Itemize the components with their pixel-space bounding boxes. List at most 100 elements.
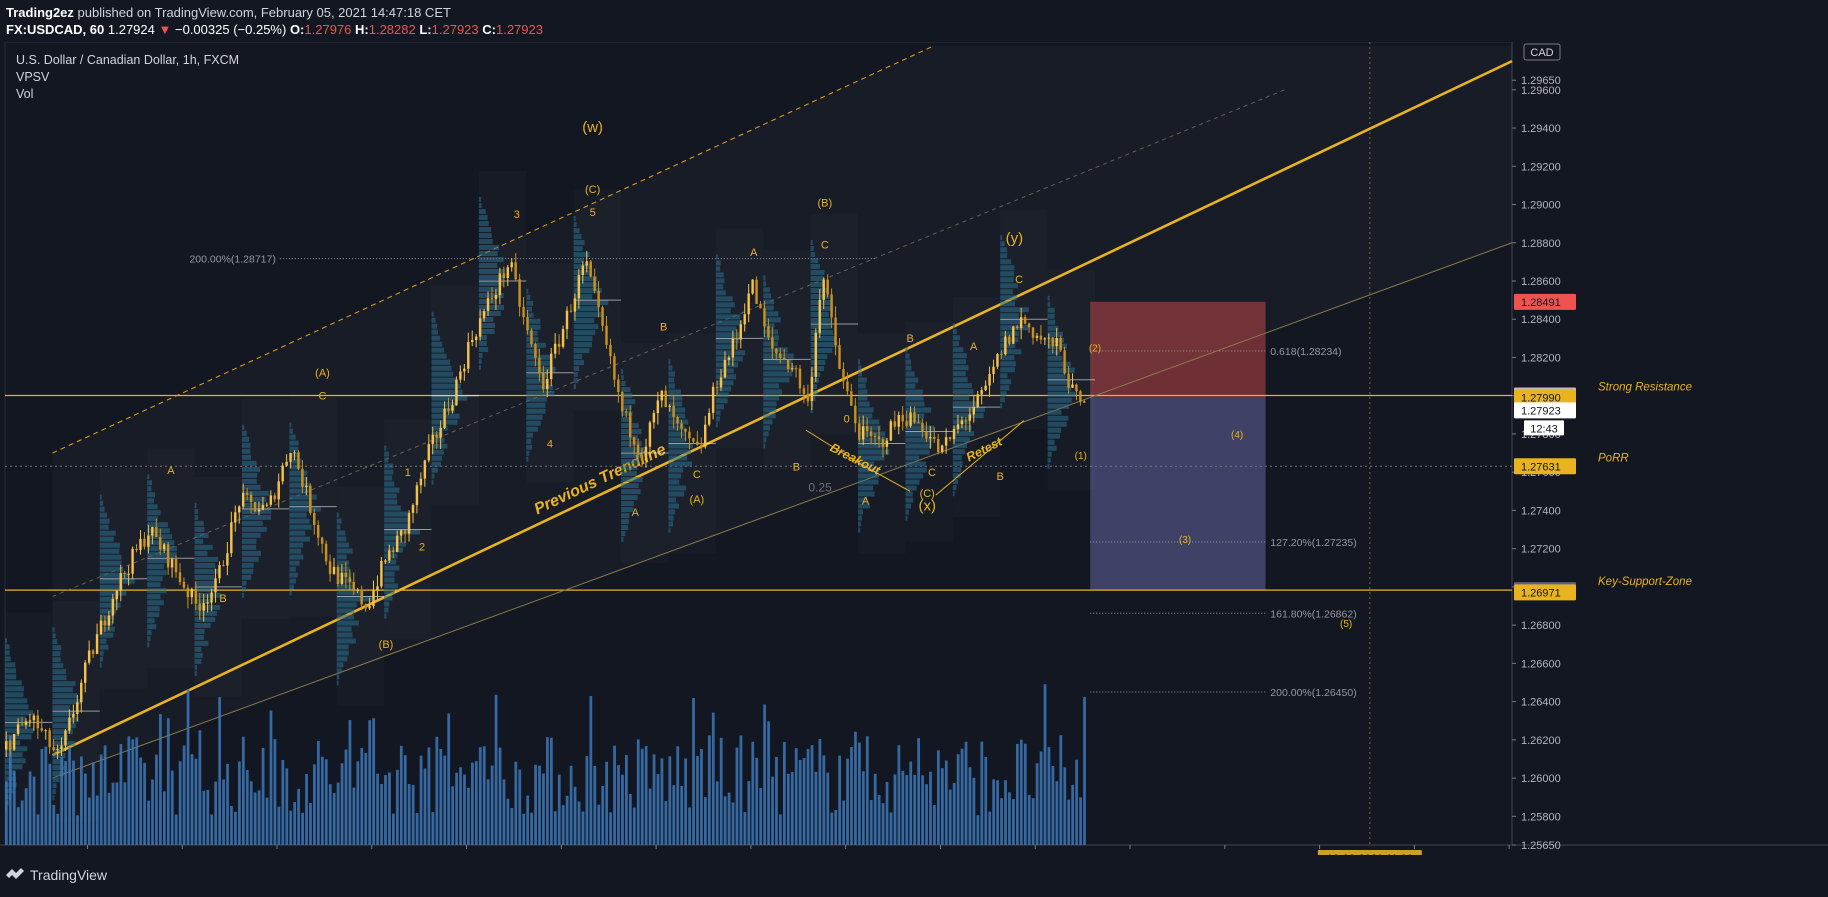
vp-bar [810, 258, 819, 264]
vp-bar [478, 280, 505, 286]
candle-body [573, 298, 577, 312]
price-chart[interactable]: Strong ResistancePoRRKey-Support-Zone200… [0, 42, 1828, 855]
vp-bar [5, 674, 17, 680]
volume-bar [549, 737, 553, 845]
vp-bar [384, 613, 387, 619]
volume-bar [230, 805, 233, 845]
vp-bar [5, 704, 29, 710]
candle-body [332, 566, 336, 575]
candle-body [313, 512, 316, 525]
candle-body [506, 267, 509, 279]
volume-bar [44, 746, 48, 845]
vp-bar [336, 518, 342, 524]
volume-bar [423, 768, 427, 845]
candle-body [794, 368, 798, 370]
candle-body [972, 407, 975, 415]
vp-bar [336, 578, 353, 584]
vp-bar [431, 467, 438, 473]
vp-bar [5, 668, 17, 674]
volume-bar [28, 771, 32, 845]
vp-bar [241, 580, 247, 586]
candle-body [988, 373, 991, 386]
vp-bar [384, 451, 389, 457]
vp-bar [99, 650, 104, 656]
candle-body [52, 747, 55, 751]
volume-bar [95, 795, 99, 845]
vp-bar [99, 584, 124, 590]
volume-bar [806, 749, 810, 845]
vp-bar [431, 353, 447, 359]
vp-bar [336, 656, 348, 662]
candle-body [861, 426, 865, 440]
volume-bar [60, 756, 64, 845]
vp-bar [1000, 313, 1019, 319]
volume-bar [1000, 798, 1003, 845]
close-value: 1.27923 [495, 22, 543, 37]
vp-bar [763, 275, 766, 281]
candle-body [360, 589, 363, 605]
candle-body [727, 357, 731, 360]
vp-bar [99, 578, 135, 584]
volume-bar [222, 779, 225, 845]
candle-body [652, 413, 656, 423]
vp-bar [194, 598, 211, 604]
volume-bar [1004, 780, 1007, 845]
volume-bar [948, 789, 952, 845]
vp-bar [526, 372, 547, 378]
vp-bar [810, 336, 837, 342]
vp-bar [99, 632, 114, 638]
candle-body [901, 414, 904, 422]
vp-bar [5, 698, 28, 704]
volume-bar [155, 754, 158, 845]
vp-bar [573, 252, 590, 258]
vp-bar [99, 590, 127, 596]
vp-bar [1047, 445, 1057, 451]
candle-body [463, 368, 466, 372]
vp-bar [241, 454, 251, 460]
vp-bar [52, 663, 64, 669]
candle-body [68, 717, 71, 731]
wave-label: B [906, 333, 913, 345]
legend-title[interactable]: U.S. Dollar / Canadian Dollar, 1h, FXCM [16, 53, 240, 67]
legend-vpsv[interactable]: VPSV [16, 70, 50, 84]
candle-body [328, 561, 332, 575]
vp-bar [573, 228, 580, 234]
vp-bar [858, 407, 874, 413]
volume-bar [944, 760, 948, 845]
volume-bar [214, 781, 218, 845]
vp-bar [573, 234, 582, 240]
wave-label: B [660, 322, 667, 334]
vp-bar [905, 389, 923, 395]
wave-label: (3) [1179, 535, 1191, 546]
candle-body [395, 535, 399, 552]
vp-bar [289, 590, 292, 596]
candle-body [419, 478, 423, 486]
wave-label: 2 [419, 542, 425, 554]
y-tick-label: 1.29000 [1521, 200, 1561, 212]
volume-bar [431, 812, 435, 845]
volume-bar [581, 811, 585, 845]
candle-body [36, 715, 40, 729]
publisher-name[interactable]: Trading2ez [6, 5, 74, 20]
vp-bar [763, 377, 790, 383]
vp-bar [905, 431, 933, 437]
tradingview-logo[interactable]: TradingView [6, 867, 107, 883]
candle-body [664, 390, 667, 408]
volume-bar [1079, 797, 1082, 845]
vp-bar [241, 442, 251, 448]
candle-body [380, 560, 383, 587]
wave-label: A [970, 341, 978, 353]
candle-body [238, 506, 241, 513]
vp-bar [810, 264, 820, 270]
vp-bar [431, 443, 448, 449]
volume-bar [980, 741, 984, 845]
vp-bar [52, 783, 57, 789]
candle-body [214, 578, 217, 593]
candle-body [24, 721, 28, 726]
vp-bar [194, 628, 205, 634]
legend-vol[interactable]: Vol [16, 87, 34, 101]
volume-bar [206, 789, 210, 845]
vp-bar [241, 496, 267, 502]
vp-bar [573, 336, 593, 342]
vp-bar [1000, 295, 1018, 301]
